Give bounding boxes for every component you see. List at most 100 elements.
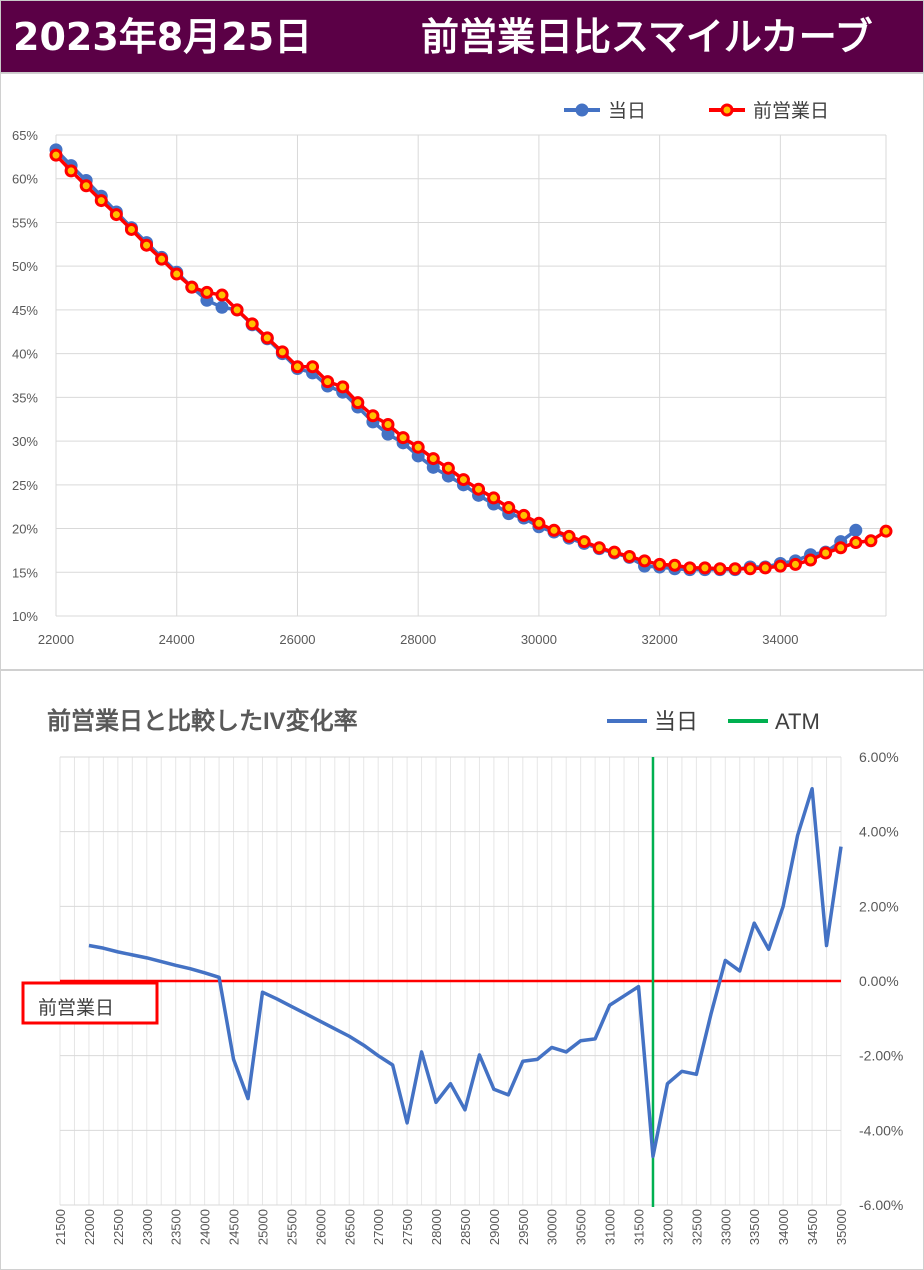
y-tick-label: 4.00% <box>859 824 899 840</box>
x-tick-label: 28500 <box>458 1209 473 1245</box>
data-point <box>381 417 395 431</box>
data-point <box>819 546 833 560</box>
data-point <box>743 562 757 576</box>
data-point <box>94 194 108 208</box>
data-point <box>441 461 455 475</box>
y-tick-label: 0.00% <box>859 973 899 989</box>
x-tick-label: 33500 <box>747 1209 762 1245</box>
data-point <box>653 557 667 571</box>
y-tick-label: 45% <box>12 303 38 318</box>
x-tick-label: 27500 <box>400 1209 415 1245</box>
series-line <box>54 148 857 572</box>
data-point <box>758 561 772 575</box>
x-tick-label: 34500 <box>805 1209 820 1245</box>
series-line <box>54 153 887 571</box>
x-tick-label: 32000 <box>660 1209 675 1245</box>
y-tick-label: -4.00% <box>859 1122 903 1138</box>
data-point <box>849 536 863 550</box>
x-tick-label: 30500 <box>574 1209 589 1245</box>
legend-marker <box>720 103 734 117</box>
series-前営業日 <box>49 148 893 576</box>
x-tick-label: 32500 <box>689 1209 704 1245</box>
x-tick-label: 24500 <box>227 1209 242 1245</box>
x-tick-label: 22000 <box>38 632 74 647</box>
header-date: 2023年8月25日 <box>13 15 313 59</box>
data-point <box>109 208 123 222</box>
y-tick-label: 30% <box>12 434 38 449</box>
data-point <box>713 562 727 576</box>
x-tick-label: 28000 <box>400 632 436 647</box>
data-point <box>562 529 576 543</box>
y-tick-label: 20% <box>12 522 38 537</box>
data-point <box>804 553 818 567</box>
data-point <box>456 473 470 487</box>
data-point <box>879 524 893 538</box>
legend-label: 当日 <box>654 709 698 734</box>
data-point <box>64 164 78 178</box>
x-tick-label: 34000 <box>762 632 798 647</box>
y-tick-label: -6.00% <box>859 1197 903 1213</box>
data-point <box>532 516 546 530</box>
series-当日 <box>88 786 843 1159</box>
x-tick-label: 23000 <box>140 1209 155 1245</box>
data-point <box>230 303 244 317</box>
x-tick-label: 26000 <box>313 1209 328 1245</box>
x-tick-label: 31000 <box>603 1209 618 1245</box>
data-point <box>381 427 395 441</box>
data-point <box>215 300 229 314</box>
data-point <box>170 267 184 281</box>
data-point <box>155 252 169 266</box>
y-tick-label: 40% <box>12 347 38 362</box>
data-point <box>321 375 335 389</box>
data-point <box>336 380 350 394</box>
chart-title: 前営業日と比較したIV変化率 <box>47 707 358 735</box>
x-tick-label: 30000 <box>545 1209 560 1245</box>
data-point <box>622 550 636 564</box>
data-point <box>592 541 606 555</box>
data-point <box>426 452 440 466</box>
legend-label: 当日 <box>608 100 646 122</box>
smile-curve-panel: 10% 15% 20% 25% 30% 35% 40% 45% 50% 55% 60% 65% 2200… <box>0 73 924 670</box>
x-tick-label: 35000 <box>834 1209 849 1245</box>
data-point <box>698 561 712 575</box>
data-point <box>79 179 93 193</box>
y-tick-label: 35% <box>12 390 38 405</box>
y-tick-label: 10% <box>12 609 38 624</box>
data-point <box>638 554 652 568</box>
data-point <box>275 345 289 359</box>
iv-change-chart: 6.00% 4.00% 2.00% 0.00% -2.00% -4.00% -6.00% 21… <box>21 707 903 1245</box>
x-tick-label: 32000 <box>642 632 678 647</box>
x-tick-label: 34000 <box>776 1209 791 1245</box>
x-tick-label: 25000 <box>255 1209 270 1245</box>
y-tick-label: -2.00% <box>859 1048 903 1064</box>
x-tick-label: 29500 <box>516 1209 531 1245</box>
y-tick-label: 6.00% <box>859 749 899 765</box>
data-point <box>487 491 501 505</box>
data-point <box>200 285 214 299</box>
data-point <box>215 288 229 302</box>
x-tick-label: 24000 <box>198 1209 213 1245</box>
data-point <box>245 317 259 331</box>
legend-label: 前営業日 <box>753 100 829 122</box>
iv-change-panel: 6.00% 4.00% 2.00% 0.00% -2.00% -4.00% -6.00% 21… <box>0 670 924 1270</box>
data-point <box>396 431 410 445</box>
y-tick-label: 50% <box>12 259 38 274</box>
y-tick-label: 60% <box>12 172 38 187</box>
data-point <box>607 545 621 559</box>
data-point <box>472 482 486 496</box>
data-point <box>260 331 274 345</box>
y-tick-label: 2.00% <box>859 898 899 914</box>
x-tick-label: 26500 <box>342 1209 357 1245</box>
data-point <box>834 541 848 555</box>
x-tick-label: 33000 <box>718 1209 733 1245</box>
data-point <box>185 280 199 294</box>
x-tick-label: 22500 <box>111 1209 126 1245</box>
header-banner: 2023年8月25日 前営業日比スマイルカーブ <box>0 0 924 73</box>
data-point <box>124 222 138 236</box>
legend: 当日 ATM <box>607 709 820 734</box>
baseline-label-text: 前営業日 <box>38 997 114 1019</box>
x-tick-label: 26000 <box>279 632 315 647</box>
data-point <box>290 360 304 374</box>
y-tick-label: 25% <box>12 478 38 493</box>
data-point <box>547 523 561 537</box>
